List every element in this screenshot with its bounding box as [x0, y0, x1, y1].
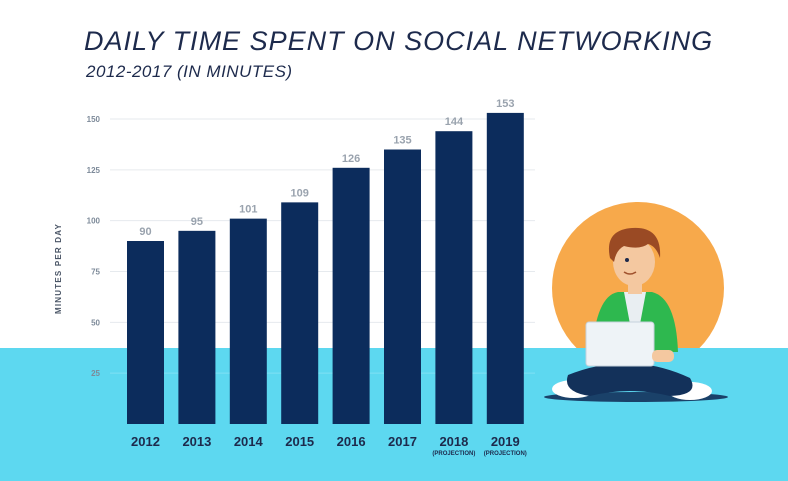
- y-tick-label: 75: [91, 268, 100, 277]
- bar: [178, 230, 216, 424]
- chart-subtitle: 2012-2017 (IN MINUTES): [86, 62, 293, 81]
- bar-chart: 25 50 75 100 125 150 90 2012 95 2013 101 2014 109 201…: [87, 98, 535, 457]
- hair: [608, 227, 661, 262]
- y-tick-label: 150: [87, 115, 101, 124]
- data-label: 101: [239, 204, 257, 216]
- face: [613, 238, 655, 286]
- x-tick-label: 2013: [182, 434, 211, 449]
- projection-note: (PROJECTION): [432, 451, 475, 457]
- data-label: 90: [139, 226, 151, 238]
- inner-shirt: [624, 292, 646, 324]
- projection-note: (PROJECTION): [484, 451, 527, 457]
- data-label: 135: [393, 135, 411, 147]
- data-label: 153: [496, 98, 514, 110]
- y-tick-label: 25: [91, 369, 100, 378]
- eye: [625, 258, 629, 262]
- x-tick-label: 2017: [388, 434, 417, 449]
- laptop-screen: [585, 321, 655, 367]
- x-tick-label: 2014: [234, 434, 264, 449]
- bar: [281, 202, 319, 424]
- y-tick-label: 100: [87, 217, 101, 226]
- y-tick-label: 125: [87, 166, 101, 175]
- smile: [623, 271, 637, 275]
- x-tick-label: 2015: [285, 434, 314, 449]
- bar: [435, 131, 473, 424]
- data-label: 126: [342, 153, 360, 165]
- bar: [229, 218, 267, 424]
- bar: [384, 149, 421, 424]
- x-tick-label: 2012: [131, 434, 160, 449]
- data-label: 144: [445, 116, 464, 128]
- x-tick-label: 2016: [337, 434, 366, 449]
- y-tick-label: 50: [91, 318, 100, 327]
- chart-title: DAILY TIME SPENT ON SOCIAL NETWORKING: [84, 26, 714, 56]
- x-tick-label: 2019: [491, 434, 520, 449]
- person-with-laptop-icon: [540, 202, 740, 410]
- bar: [332, 167, 370, 425]
- bar: [127, 241, 164, 424]
- data-label: 109: [291, 187, 309, 199]
- crossed-legs: [566, 363, 693, 396]
- bar: [486, 112, 524, 425]
- x-tick-label: 2018: [439, 434, 468, 449]
- hand: [652, 350, 674, 362]
- data-label: 95: [191, 216, 203, 228]
